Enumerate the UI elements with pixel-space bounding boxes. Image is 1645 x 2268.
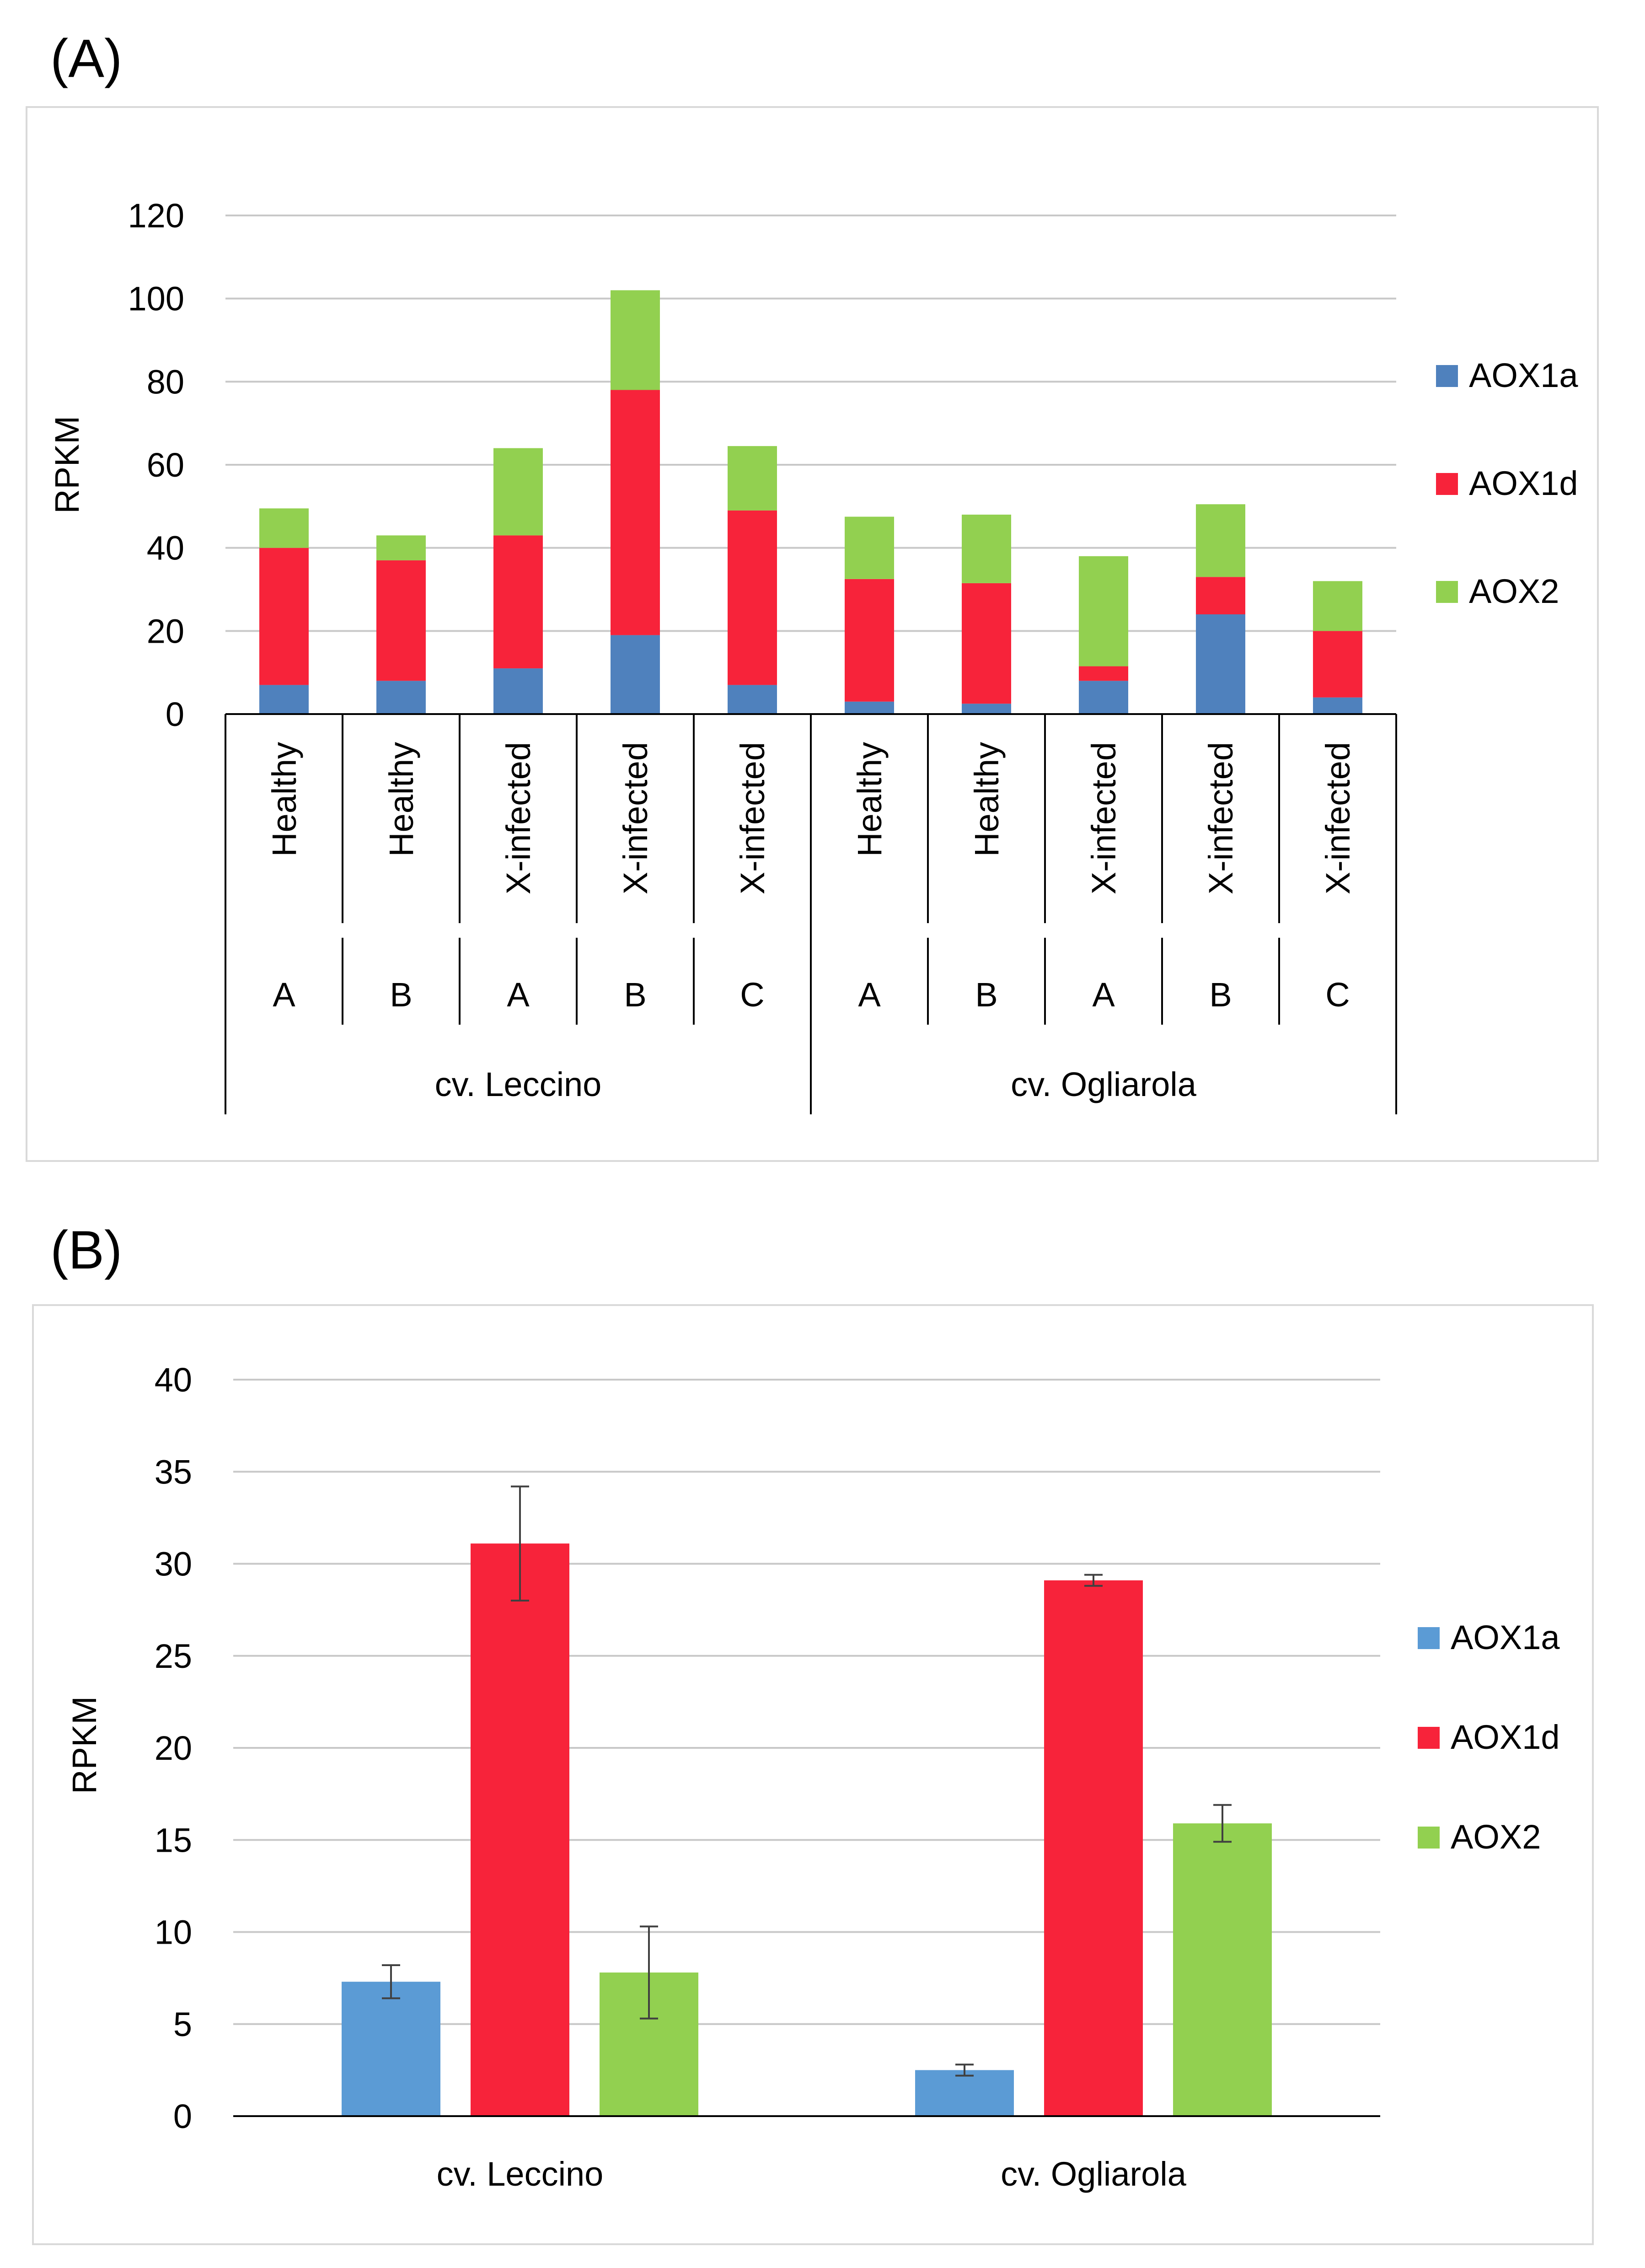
- category-sample-label: A: [1092, 976, 1115, 1014]
- legend-swatch-a: [1436, 365, 1458, 387]
- bar-segment-aox1a: [376, 681, 426, 714]
- category-condition-label: X-infected: [499, 742, 537, 894]
- bar-segment-aox1a: [728, 685, 777, 714]
- bar-segment-aox2: [376, 535, 426, 560]
- bar-segment-aox1d: [1079, 666, 1128, 681]
- bar-segment-aox2: [962, 515, 1011, 583]
- legend-swatch-b: [1418, 1827, 1440, 1849]
- panel-b-label: (B): [50, 1220, 123, 1280]
- legend-label-a: AOX1d: [1469, 464, 1578, 502]
- y-tick-label-b: 35: [155, 1453, 192, 1491]
- category-label-b: cv. Leccino: [437, 2155, 604, 2193]
- category-condition-label: Healthy: [851, 742, 889, 857]
- y-axis-title-b: RPKM: [65, 1696, 103, 1794]
- y-axis-title-a: RPKM: [48, 416, 86, 514]
- bar-segment-aox1d: [376, 560, 426, 681]
- category-sample-label: A: [858, 976, 881, 1014]
- y-tick-label-b: 25: [155, 1637, 192, 1675]
- group-label-a: cv. Leccino: [435, 1065, 602, 1103]
- category-label-b: cv. Ogliarola: [1001, 2155, 1187, 2193]
- bar-aox1d: [1044, 1580, 1143, 2116]
- category-sample-label: A: [507, 976, 530, 1014]
- bar-segment-aox1d: [728, 510, 777, 685]
- bar-segment-aox1d: [1313, 631, 1362, 698]
- group-label-a: cv. Ogliarola: [1011, 1065, 1197, 1103]
- bar-segment-aox1d: [962, 583, 1011, 704]
- y-tick-label-b: 20: [155, 1729, 192, 1767]
- y-tick-label-b: 30: [155, 1545, 192, 1583]
- category-condition-label: X-infected: [1319, 742, 1357, 894]
- legend-swatch-a: [1436, 581, 1458, 603]
- y-tick-label-b: 0: [173, 2097, 192, 2135]
- y-tick-label-a: 120: [128, 197, 184, 235]
- legend-swatch-b: [1418, 1627, 1440, 1649]
- panel-a-label: (A): [50, 28, 123, 89]
- bar-aox2: [1173, 1823, 1272, 2116]
- y-tick-label-b: 15: [155, 1821, 192, 1859]
- bar-segment-aox1a: [962, 704, 1011, 714]
- y-tick-label-a: 20: [147, 612, 184, 650]
- legend-swatch-a: [1436, 473, 1458, 495]
- category-sample-label: C: [1325, 976, 1350, 1014]
- category-sample-label: B: [1209, 976, 1232, 1014]
- bar-segment-aox2: [845, 516, 894, 579]
- y-tick-label-b: 5: [173, 2005, 192, 2043]
- legend-label-b: AOX1d: [1451, 1718, 1560, 1756]
- y-tick-label-a: 40: [147, 529, 184, 567]
- legend-label-a: AOX2: [1469, 572, 1559, 610]
- bar-segment-aox1a: [845, 701, 894, 714]
- legend-label-b: AOX2: [1451, 1818, 1541, 1856]
- bar-segment-aox2: [1079, 556, 1128, 666]
- legend-swatch-b: [1418, 1727, 1440, 1749]
- category-condition-label: X-infected: [1202, 742, 1240, 894]
- y-tick-label-a: 60: [147, 446, 184, 484]
- bar-segment-aox2: [259, 508, 309, 548]
- bar-segment-aox2: [1196, 504, 1245, 577]
- y-tick-label-b: 40: [155, 1361, 192, 1399]
- category-sample-label: B: [390, 976, 412, 1014]
- panel-b-frame: [32, 1304, 1594, 2245]
- category-condition-label: Healthy: [382, 742, 420, 857]
- bar-segment-aox1d: [1196, 577, 1245, 614]
- bar-segment-aox2: [728, 446, 777, 511]
- bar-segment-aox2: [611, 290, 660, 390]
- bar-segment-aox1a: [1196, 614, 1245, 714]
- bar-aox1d: [471, 1543, 569, 2116]
- category-sample-label: A: [273, 976, 295, 1014]
- legend-label-a: AOX1a: [1469, 356, 1578, 394]
- bar-segment-aox2: [493, 448, 543, 536]
- bar-aox1a: [342, 1982, 440, 2116]
- bar-segment-aox1d: [259, 548, 309, 685]
- y-tick-label-a: 100: [128, 280, 184, 318]
- bar-segment-aox1d: [493, 535, 543, 669]
- bar-segment-aox1a: [611, 635, 660, 714]
- bar-segment-aox1a: [1079, 681, 1128, 714]
- bar-segment-aox1a: [493, 668, 543, 714]
- category-condition-label: X-infected: [734, 742, 772, 894]
- category-condition-label: X-infected: [1085, 742, 1123, 894]
- category-sample-label: B: [624, 976, 646, 1014]
- bar-segment-aox1d: [611, 390, 660, 635]
- category-condition-label: X-infected: [616, 742, 654, 894]
- legend-label-b: AOX1a: [1451, 1618, 1560, 1656]
- y-tick-label-b: 10: [155, 1913, 192, 1951]
- y-tick-label-a: 80: [147, 363, 184, 401]
- bar-segment-aox1a: [259, 685, 309, 714]
- y-tick-label-a: 0: [166, 695, 184, 733]
- bar-aox1a: [915, 2070, 1014, 2116]
- bar-segment-aox1a: [1313, 697, 1362, 714]
- category-sample-label: B: [975, 976, 997, 1014]
- bar-segment-aox1d: [845, 579, 894, 702]
- category-condition-label: Healthy: [265, 742, 303, 857]
- category-sample-label: C: [740, 976, 764, 1014]
- bar-segment-aox2: [1313, 581, 1362, 631]
- category-condition-label: Healthy: [968, 742, 1006, 857]
